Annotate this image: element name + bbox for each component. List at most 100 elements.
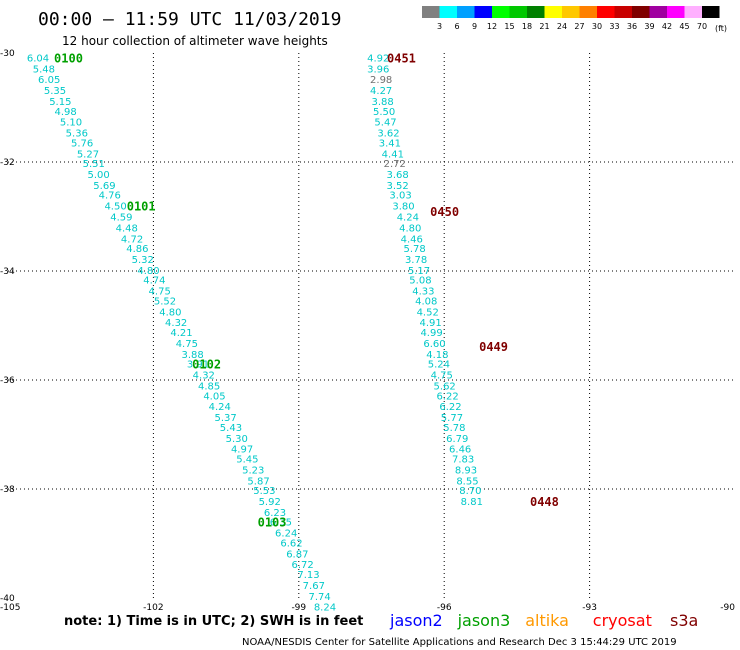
colorbar-swatch (439, 6, 457, 18)
wave-height-label: 5.10 (60, 118, 82, 129)
wave-height-label: 4.92 (367, 53, 389, 64)
wave-height-label: 5.17 (408, 266, 430, 277)
wave-height-label: 7.83 (452, 454, 474, 465)
time-label: 0450 (430, 205, 459, 219)
wave-height-label: 4.59 (110, 213, 132, 224)
wave-height-label: 4.72 (121, 234, 143, 245)
wave-height-label: 5.43 (220, 423, 242, 434)
colorbar-label: 15 (504, 22, 514, 31)
wave-height-label: 3.78 (405, 255, 427, 266)
wave-height-label: 4.08 (415, 296, 437, 307)
colorbar-label: 39 (644, 22, 654, 31)
wave-height-label: 4.91 (419, 318, 441, 329)
y-tick-label: -40 (0, 594, 15, 604)
wave-height-label: 5.00 (87, 170, 109, 181)
colorbar-label: 9 (472, 22, 477, 31)
y-tick-labels: -30 -32 -34 -36 -38 -40 (0, 49, 15, 604)
wave-height-label: 3.41 (379, 138, 401, 149)
wave-height-label: 8.55 (456, 476, 478, 487)
chart-subtitle: 12 hour collection of altimeter wave hei… (62, 34, 328, 48)
wave-height-label: 4.27 (370, 86, 392, 97)
wave-height-label: 3.62 (377, 129, 399, 140)
wave-height-label: 5.47 (374, 118, 396, 129)
wave-height-label: 5.78 (443, 423, 465, 434)
y-tick-label: -30 (0, 49, 15, 59)
wave-height-label: 5.15 (49, 97, 71, 108)
wave-height-label: 5.27 (77, 149, 99, 160)
wave-height-label: 6.22 (439, 402, 461, 413)
wave-height-label: 4.52 (417, 307, 439, 318)
colorbar-label: 30 (592, 22, 602, 31)
wave-height-label: 5.50 (373, 107, 395, 118)
colorbar-swatch (597, 6, 615, 18)
wave-height-label: 4.24 (209, 402, 231, 413)
wave-height-label: 6.35 (270, 518, 292, 529)
wave-height-label: 4.85 (198, 381, 220, 392)
wave-height-label: 6.60 (423, 339, 445, 350)
wave-height-label: 6.23 (264, 508, 286, 519)
wave-height-label: 4.41 (382, 149, 404, 160)
colorbar-swatch (509, 6, 527, 18)
x-tick-label: -102 (143, 603, 163, 613)
colorbar-swatch (649, 6, 667, 18)
wave-height-label: 5.69 (93, 181, 115, 192)
time-label: 0448 (530, 495, 559, 509)
wave-height-label: 8.81 (461, 497, 483, 508)
wave-height-label: 5.52 (154, 296, 176, 307)
colorbar-label: 36 (627, 22, 637, 31)
wave-height-label: 4.05 (203, 391, 225, 402)
colorbar-label: 70 (697, 22, 707, 31)
wave-height-label: 6.05 (38, 75, 60, 86)
wave-height-label: 8.70 (459, 486, 481, 497)
colorbar-swatch (422, 6, 440, 18)
wave-height-label: 3.68 (387, 170, 409, 181)
x-tick-label: -90 (720, 603, 735, 613)
wave-height-label: 5.48 (33, 64, 55, 75)
wave-height-label: 4.21 (170, 328, 192, 339)
colorbar-swatch (667, 6, 685, 18)
legend-cryosat: cryosat (593, 611, 652, 630)
wave-height-label: 7.67 (303, 581, 325, 592)
time-label: 0103 (258, 516, 287, 530)
colorbar-swatch (684, 6, 702, 18)
colorbar-label: 18 (522, 22, 532, 31)
wave-height-label: 5.32 (132, 255, 154, 266)
x-tick-label: -99 (291, 603, 306, 613)
wave-height-label: 3.96 (367, 64, 389, 75)
y-tick-label: -34 (0, 267, 15, 277)
wave-height-label: 4.18 (426, 350, 448, 361)
wave-height-label: 5.45 (236, 454, 258, 465)
colorbar-swatch (632, 6, 650, 18)
wave-height-label: 3.80 (392, 202, 414, 213)
wave-height-label: 5.36 (66, 129, 88, 140)
colorbar-label: 3 (437, 22, 442, 31)
colorbar-unit: (ft) (715, 24, 727, 33)
wave-height-label: 8.24 (314, 603, 336, 614)
grid-lines (8, 53, 735, 598)
wave-height-label: 4.33 (412, 287, 434, 298)
colorbar-swatch (474, 6, 492, 18)
wave-height-label: 6.46 (449, 445, 471, 456)
x-tick-labels: -105 -102 -99 -96 -93 -90 (0, 603, 735, 613)
legend-jason3: jason3 (457, 611, 511, 630)
y-tick-label: -32 (0, 158, 15, 168)
wave-height-label: 4.76 (99, 191, 121, 202)
time-label: 0100 (54, 51, 83, 65)
x-tick-label: -96 (437, 603, 452, 613)
satellite-legend: jason2 jason3 altika cryosat s3a (389, 611, 698, 630)
y-tick-label: -38 (0, 485, 15, 495)
x-tick-label: -105 (0, 603, 20, 613)
wave-height-label: 4.98 (55, 107, 77, 118)
wave-height-label: 3.88 (182, 350, 204, 361)
colorbar-swatch (492, 6, 510, 18)
wave-height-label: 3.03 (389, 191, 411, 202)
wave-height-label: 7.13 (297, 570, 319, 581)
wave-height-label: 5.77 (441, 413, 463, 424)
wave-height-label: 2.98 (370, 75, 392, 86)
legend-altika: altika (525, 611, 569, 630)
wave-height-label: 5.51 (83, 159, 105, 170)
wave-height-label: 4.74 (143, 276, 165, 287)
wave-height-label: 3.88 (372, 97, 394, 108)
x-tick-label: -93 (582, 603, 597, 613)
wave-height-label: 4.80 (399, 223, 421, 234)
